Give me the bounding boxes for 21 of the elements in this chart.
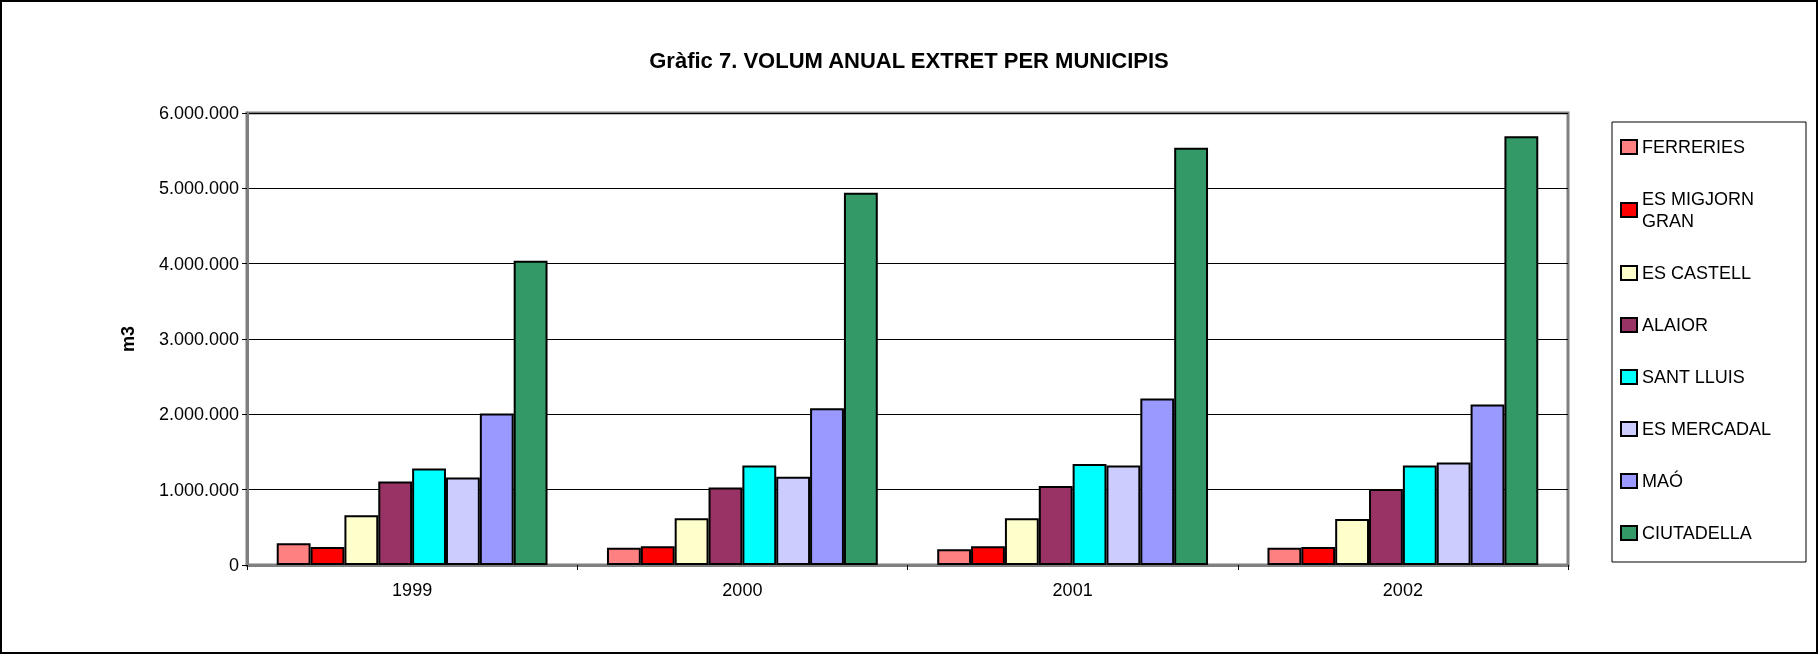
x-tick-label: 1999 — [392, 580, 433, 600]
x-tick-label: 2001 — [1052, 580, 1093, 600]
y-tick-label: 6.000.000 — [158, 103, 239, 123]
legend-label: ES MERCADAL — [1642, 419, 1772, 439]
y-tick-label: 5.000.000 — [158, 178, 239, 199]
y-tick-label: 0 — [228, 555, 239, 575]
y-tick-label: 4.000.000 — [158, 253, 239, 274]
x-tick-label: 2000 — [722, 580, 763, 600]
y-axis-title: m3 — [118, 325, 138, 353]
legend-label: ES MIGJORN GRAN — [1642, 189, 1760, 231]
legend-label: FERRERIES — [1642, 137, 1746, 157]
legend-label: MAÓ — [1642, 470, 1684, 491]
legend-label: ALAIOR — [1642, 315, 1709, 335]
legend-label: ES CASTELL — [1642, 263, 1752, 283]
legend-label: CIUTADELLA — [1642, 523, 1752, 543]
y-tick-label: 3.000.000 — [158, 329, 239, 349]
x-tick-label: 2002 — [1382, 580, 1423, 600]
legend-label: SANT LLUIS — [1642, 367, 1745, 387]
chart-title: Gràfic 7. VOLUM ANUAL EXTRET PER MUNICIPIS — [649, 47, 1169, 73]
y-tick-label: 2.000.000 — [158, 404, 239, 425]
y-tick-label: 1.000.000 — [158, 479, 239, 500]
